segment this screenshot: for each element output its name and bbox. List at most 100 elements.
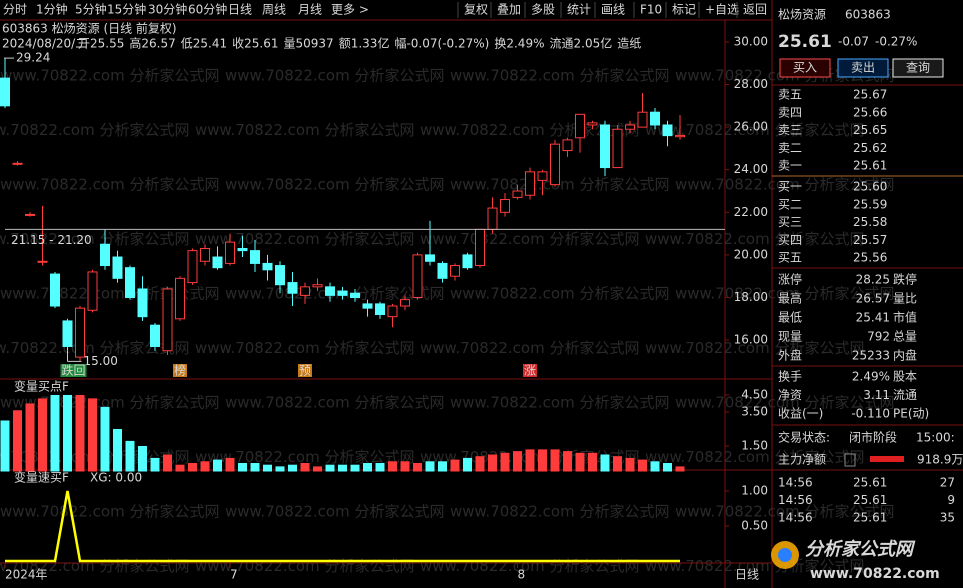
button-label[interactable]: 卖出 xyxy=(851,61,875,75)
bid-label: 买二 xyxy=(778,197,802,211)
ask-label: 卖四 xyxy=(778,105,802,119)
stat-value: 25.41 xyxy=(856,311,890,325)
bar xyxy=(350,464,360,472)
watermark: www.70822.com 分析家公式网 xyxy=(645,230,865,248)
watermark: www.70822.com 分析家公式网 xyxy=(195,557,415,575)
candle-body xyxy=(450,265,460,277)
watermark: www.70822.com 分析家公式网 xyxy=(450,67,670,85)
bar xyxy=(413,462,422,472)
stat-label: 内盘 xyxy=(893,348,917,363)
candle-body xyxy=(312,284,323,288)
ask-label: 卖二 xyxy=(778,141,802,155)
watermark: www.70822.com 分析家公式网 xyxy=(645,448,865,466)
bar xyxy=(0,420,10,472)
quote-label: 低 xyxy=(181,37,193,51)
period-tab[interactable]: 周线 xyxy=(262,3,286,17)
bar xyxy=(25,403,35,472)
toolbar-button[interactable]: 复权 xyxy=(464,3,488,17)
period-tab[interactable]: 5分钟 xyxy=(75,2,107,17)
flow-label: 主力净额 xyxy=(778,453,826,467)
stock-code: 603863 xyxy=(845,8,891,22)
candle-body xyxy=(362,303,373,309)
button[interactable] xyxy=(892,58,944,78)
candle-body xyxy=(62,320,73,347)
candle-body xyxy=(0,77,10,107)
button-label[interactable]: 买入 xyxy=(793,61,817,75)
quote-label: 换 xyxy=(494,37,506,51)
event-tag: 榜 xyxy=(174,363,186,378)
line xyxy=(5,490,680,563)
period-tab[interactable]: 30分钟 xyxy=(148,2,187,17)
toolbar-button[interactable]: 标记 xyxy=(672,3,696,17)
period-tab[interactable]: 1分钟 xyxy=(36,2,68,17)
level-label: 21.15 - 21.20 xyxy=(11,233,92,247)
y-tick-label: 4.50 xyxy=(741,387,768,401)
y-tick-label: 24.00 xyxy=(734,162,768,176)
bar xyxy=(113,428,122,472)
candle-body xyxy=(437,262,448,279)
candle-body xyxy=(412,254,423,298)
y-tick-label: 3.50 xyxy=(741,404,768,418)
candle-body xyxy=(237,248,248,252)
bar xyxy=(313,466,322,472)
candle-body xyxy=(75,307,85,358)
status: 闭市阶段 xyxy=(849,430,897,445)
bar xyxy=(200,461,210,472)
candle-body xyxy=(500,199,510,213)
period-tab[interactable]: 分时 xyxy=(3,3,27,17)
period-tab[interactable]: 日线 xyxy=(228,3,252,17)
stat-label: 最高 xyxy=(778,291,802,306)
y-tick-label: 28.00 xyxy=(734,77,768,91)
button[interactable] xyxy=(779,58,831,78)
watermark: www.70822.com 分析家公式网 xyxy=(0,285,220,303)
toolbar-button[interactable]: 多股 xyxy=(531,3,555,17)
bar xyxy=(100,406,110,472)
low-mark-label: 15.00 xyxy=(84,354,118,368)
quote-value: 25.55 xyxy=(90,37,124,51)
quote-value: 26.57 xyxy=(141,37,175,51)
tick-volume: 27 xyxy=(940,476,955,490)
watermark: www.70822.com 分析家公式网 xyxy=(450,503,670,521)
button-label[interactable]: 查询 xyxy=(906,61,930,75)
bar xyxy=(63,394,72,472)
bid-label: 买五 xyxy=(778,251,802,265)
toolbar-button[interactable]: +自选 xyxy=(705,3,739,17)
toolbar-button[interactable]: F10 xyxy=(640,3,662,17)
quote-label: 开 xyxy=(78,37,90,51)
stat-value: -0.110 xyxy=(851,407,890,421)
stat-label: 收益(一) xyxy=(778,407,823,421)
candle-body xyxy=(250,250,260,264)
bar xyxy=(125,440,135,472)
watermark: www.70822.com 分析家公式网 xyxy=(0,339,190,357)
watermark: www.70822.com 分析家公式网 xyxy=(225,503,445,521)
bar xyxy=(138,445,147,472)
stat-value: 2.49% xyxy=(852,370,890,384)
quote-label: 量 xyxy=(284,37,296,51)
bar xyxy=(663,462,672,472)
toolbar-button[interactable]: 画线 xyxy=(601,3,625,17)
candle-body xyxy=(50,273,60,307)
logo-name: 分析家公式网 xyxy=(805,539,916,560)
stat-label: 量比 xyxy=(893,292,917,306)
period-tab[interactable]: 60分钟 xyxy=(188,2,227,17)
candle-body xyxy=(575,113,585,139)
period-label: 日线 xyxy=(735,568,759,582)
period-tab[interactable]: 更多 > xyxy=(331,3,369,17)
watermark: www.70822.com 分析家公式网 xyxy=(195,339,415,357)
period-tab[interactable]: 15分钟 xyxy=(107,2,146,17)
period-tab[interactable]: 月线 xyxy=(298,3,322,17)
button[interactable] xyxy=(837,58,889,78)
candle-body xyxy=(662,124,673,137)
bar xyxy=(163,454,172,472)
ask-price: 25.67 xyxy=(853,88,887,102)
quote-value: 50937 xyxy=(296,37,334,51)
toolbar-button[interactable]: 统计 xyxy=(567,3,591,17)
bid-label: 买四 xyxy=(778,233,802,247)
ask-price: 25.66 xyxy=(853,105,887,119)
candle-body xyxy=(637,111,648,128)
toolbar-button[interactable]: 返回 xyxy=(743,3,767,17)
toolbar-button[interactable]: 叠加 xyxy=(497,3,521,17)
y-tick-label: 16.00 xyxy=(734,333,768,347)
x-tick-label: 8 xyxy=(518,568,526,582)
watermark: www.70822.com 分析家公式网 xyxy=(195,121,415,139)
